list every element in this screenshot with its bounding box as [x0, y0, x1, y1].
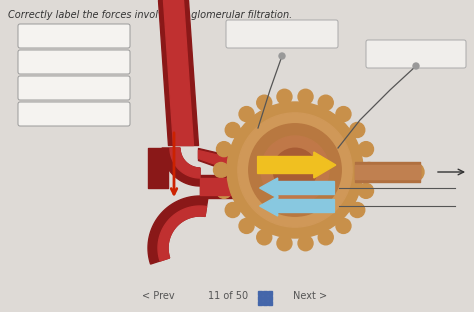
- Circle shape: [350, 202, 365, 217]
- Text: < Prev: < Prev: [142, 291, 174, 301]
- Circle shape: [213, 163, 228, 178]
- Bar: [263, 296, 267, 300]
- Circle shape: [227, 102, 363, 238]
- Polygon shape: [148, 196, 208, 264]
- Bar: [268, 291, 272, 295]
- Circle shape: [249, 124, 341, 216]
- Polygon shape: [158, 206, 207, 261]
- Circle shape: [217, 142, 231, 157]
- Circle shape: [298, 89, 313, 104]
- Circle shape: [336, 107, 351, 122]
- Circle shape: [273, 148, 317, 192]
- Polygon shape: [162, 148, 200, 186]
- Bar: [268, 296, 272, 300]
- Circle shape: [362, 163, 380, 181]
- FancyArrow shape: [257, 152, 336, 178]
- Circle shape: [395, 163, 413, 181]
- Bar: [263, 301, 267, 305]
- Text: CP 18 in: CP 18 in: [55, 57, 92, 66]
- FancyBboxPatch shape: [18, 102, 130, 126]
- Circle shape: [257, 230, 272, 245]
- Bar: [258, 296, 262, 300]
- Circle shape: [358, 142, 374, 157]
- Circle shape: [279, 53, 285, 59]
- Text: Next >: Next >: [293, 291, 327, 301]
- Circle shape: [350, 123, 365, 138]
- Circle shape: [413, 63, 419, 69]
- Circle shape: [217, 183, 231, 198]
- FancyArrow shape: [260, 196, 335, 216]
- Circle shape: [298, 236, 313, 251]
- Circle shape: [373, 163, 391, 181]
- Bar: [258, 301, 262, 305]
- Text: NFP 10 out: NFP 10 out: [49, 32, 99, 41]
- Circle shape: [318, 95, 333, 110]
- FancyArrow shape: [260, 178, 335, 198]
- Text: 11 of 50: 11 of 50: [208, 291, 248, 301]
- Circle shape: [225, 123, 240, 138]
- Text: COP 32 in: COP 32 in: [52, 110, 96, 119]
- Bar: [263, 291, 267, 295]
- FancyBboxPatch shape: [366, 40, 466, 68]
- Circle shape: [362, 163, 376, 178]
- Text: Correctly label the forces involved in glomerular filtration.: Correctly label the forces involved in g…: [8, 10, 292, 20]
- Circle shape: [239, 107, 254, 122]
- Circle shape: [336, 218, 351, 233]
- Circle shape: [277, 89, 292, 104]
- Polygon shape: [170, 148, 200, 178]
- FancyBboxPatch shape: [226, 20, 338, 48]
- Circle shape: [406, 163, 424, 181]
- Circle shape: [239, 218, 254, 233]
- FancyBboxPatch shape: [18, 24, 130, 48]
- Circle shape: [351, 163, 369, 181]
- Circle shape: [257, 95, 272, 110]
- Circle shape: [238, 113, 352, 227]
- Text: BHP 60 out: BHP 60 out: [49, 84, 99, 92]
- Circle shape: [277, 236, 292, 251]
- Circle shape: [225, 202, 240, 217]
- FancyBboxPatch shape: [18, 76, 130, 100]
- Bar: [258, 291, 262, 295]
- Circle shape: [261, 136, 329, 204]
- FancyBboxPatch shape: [18, 50, 130, 74]
- Circle shape: [318, 230, 333, 245]
- Circle shape: [358, 183, 374, 198]
- Circle shape: [384, 163, 402, 181]
- Bar: [268, 301, 272, 305]
